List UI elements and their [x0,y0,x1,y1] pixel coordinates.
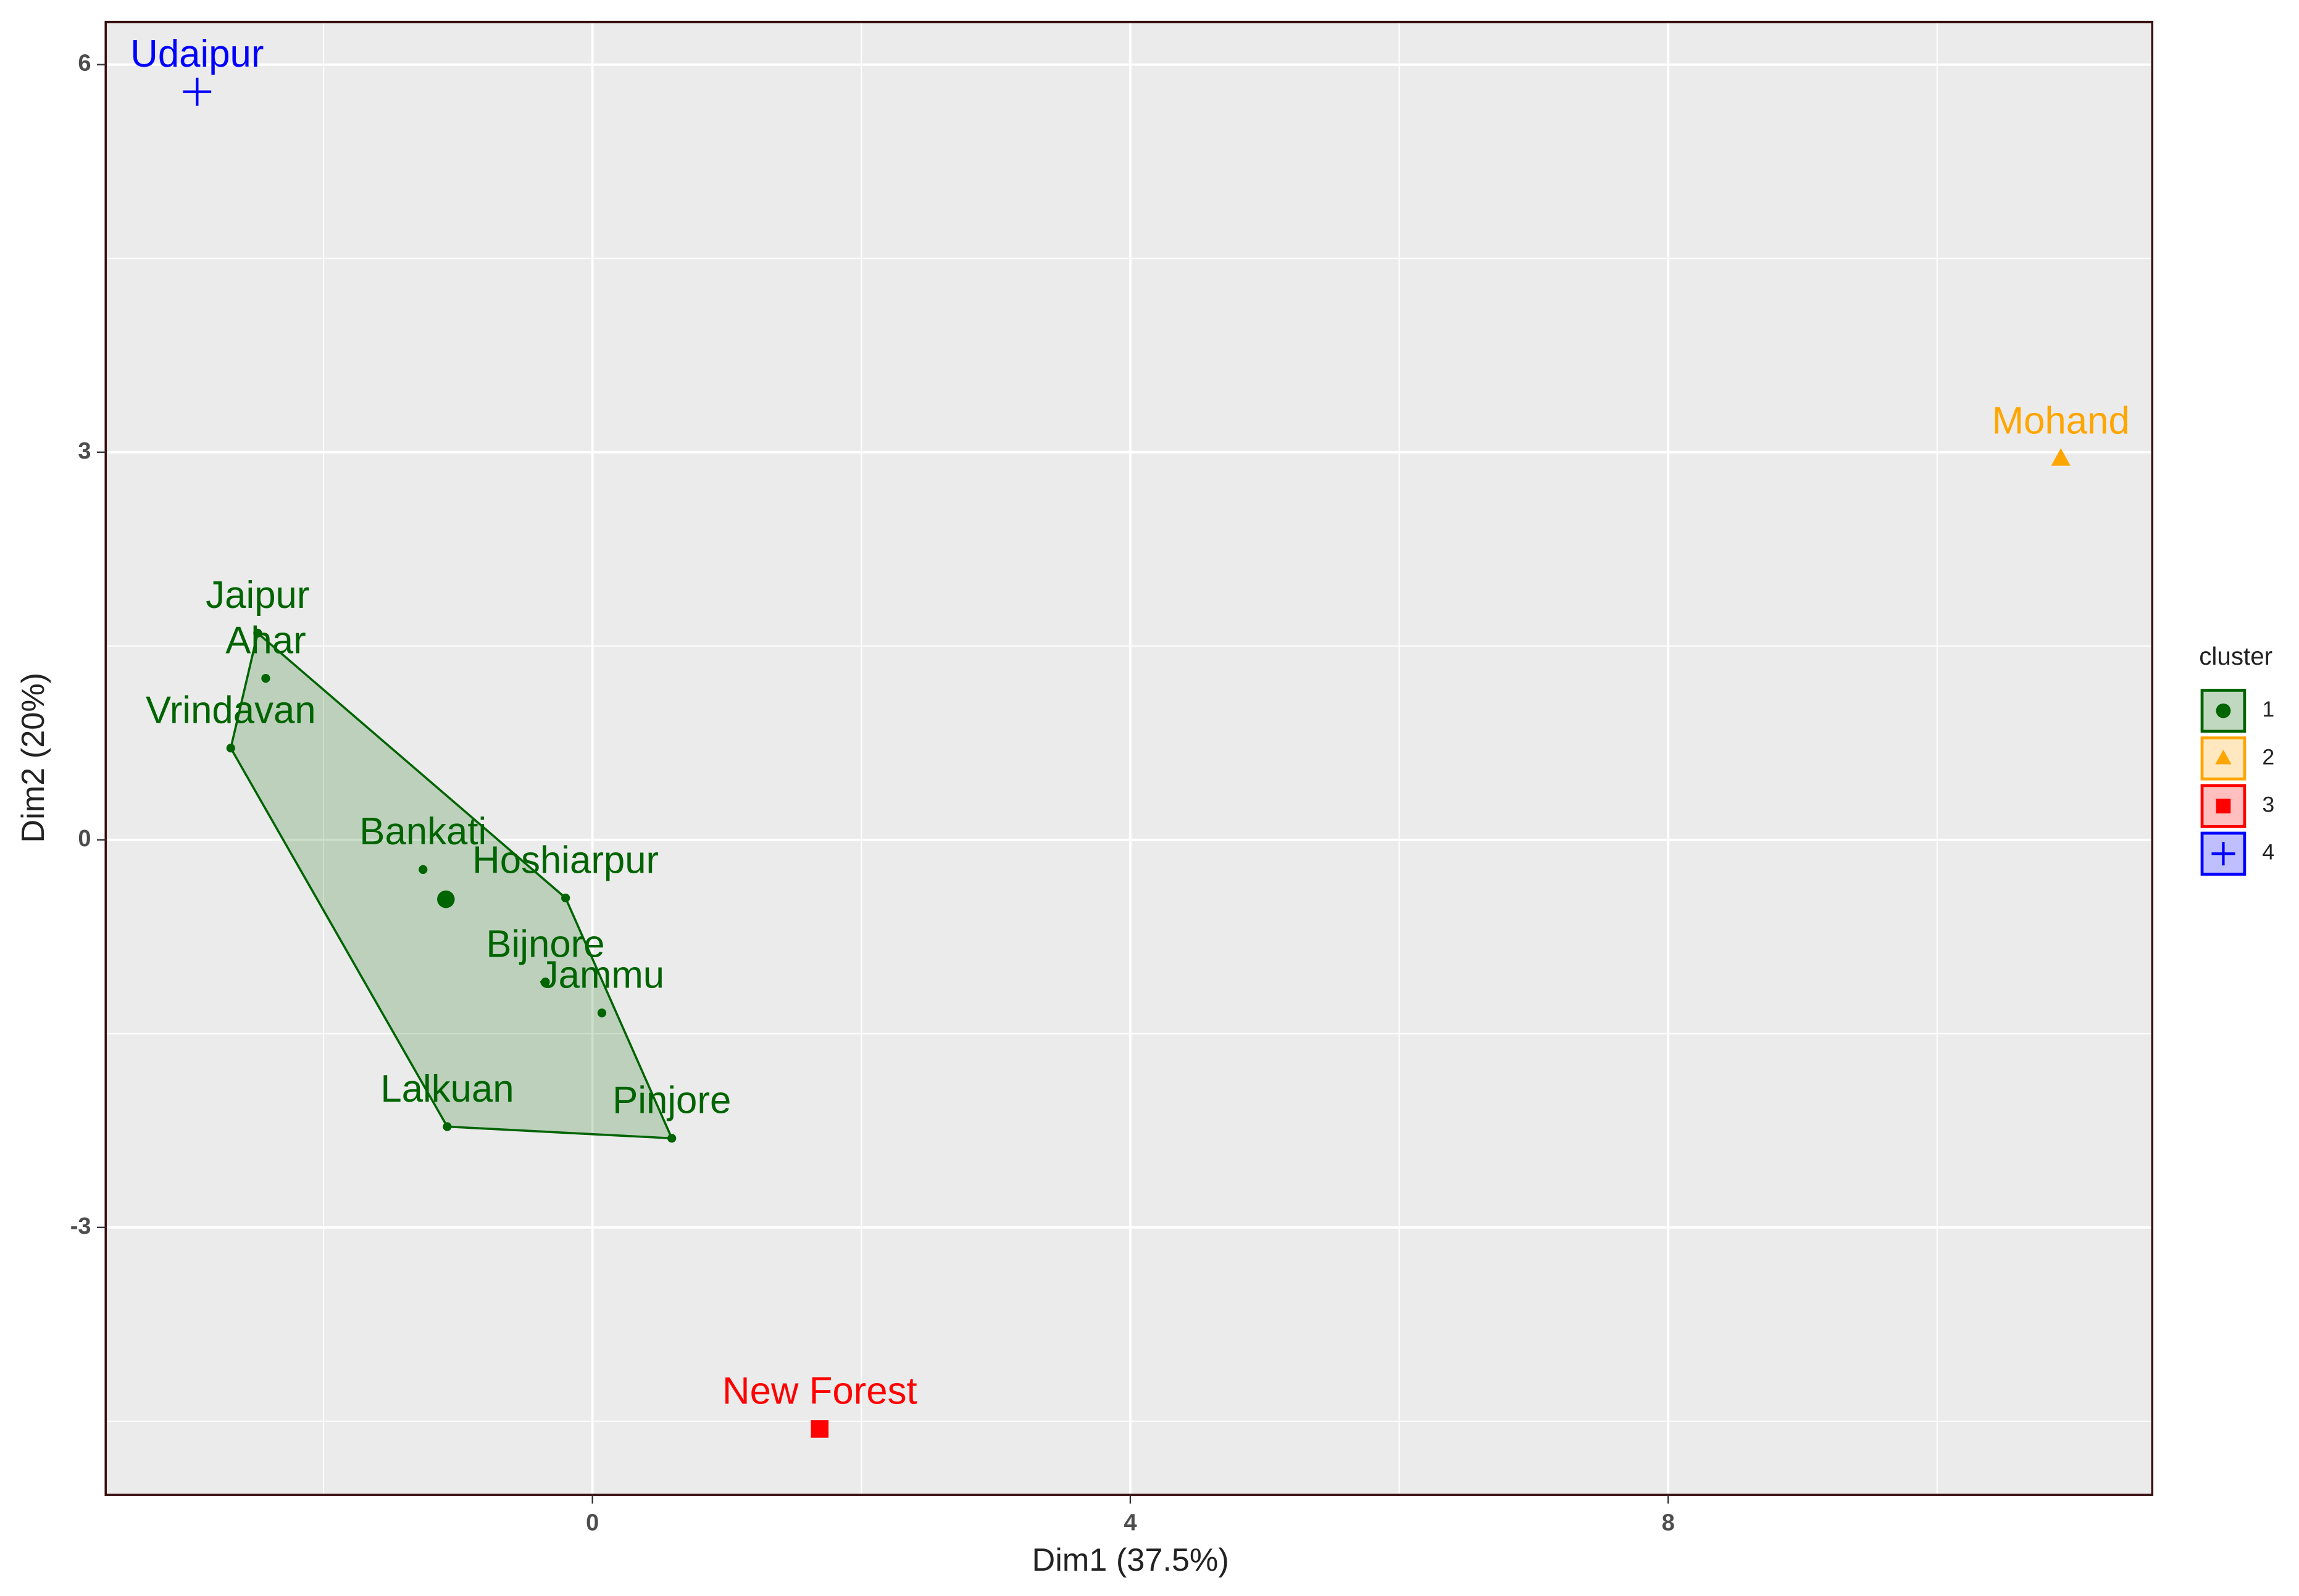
point-label: Jammu [540,954,664,997]
legend-label: 1 [2262,697,2274,721]
legend-key [2200,831,2247,876]
cluster-center [437,890,455,908]
legend-title: cluster [2199,642,2272,670]
cluster-hull [229,631,674,1140]
x-tick-label: 0 [586,1510,599,1536]
x-axis-title: Dim1 (37.5%) [1032,1542,1229,1578]
point-label: Pinjore [612,1079,731,1122]
point-label: Vrindavan [146,689,316,731]
point [2211,842,2235,866]
point [2216,703,2231,718]
point-label: Hoshiarpur [472,839,659,881]
legend-label: 3 [2262,792,2274,817]
point [419,865,428,875]
point [443,1122,452,1131]
y-tick-label: -3 [70,1213,91,1239]
point [183,77,212,106]
point [811,1420,829,1438]
point-label: New Forest [722,1370,917,1413]
panel [106,22,2153,1495]
y-tick-label: 6 [78,51,91,77]
point [261,673,270,683]
point-label: Ahar [225,619,306,662]
grid [106,22,2153,1495]
point-label: Bankati [359,810,486,853]
point [561,893,570,903]
x-tick-label: 8 [1662,1510,1675,1536]
point [253,628,262,638]
point [541,977,550,987]
point [2215,749,2232,765]
point-label: Bijnore [486,923,604,965]
legend-label: 4 [2262,840,2274,865]
legend: 1 2 3 4 [2200,689,2274,876]
y-tick-label: 0 [78,826,91,852]
point [226,744,235,753]
point-label: Lalkuan [380,1068,514,1110]
point-label: Jaipur [206,574,309,617]
point-label: Mohand [1992,400,2130,443]
y-axis-title: Dim2 (20%) [15,673,51,843]
point [597,1008,607,1018]
panel-border [104,20,2154,1496]
point [2216,799,2231,813]
point-label: Udaipur [130,33,264,75]
point [667,1134,677,1143]
point [2051,448,2071,466]
y-tick-label: 3 [78,438,91,464]
legend-label: 2 [2262,744,2274,769]
x-tick-label: 4 [1124,1510,1137,1536]
